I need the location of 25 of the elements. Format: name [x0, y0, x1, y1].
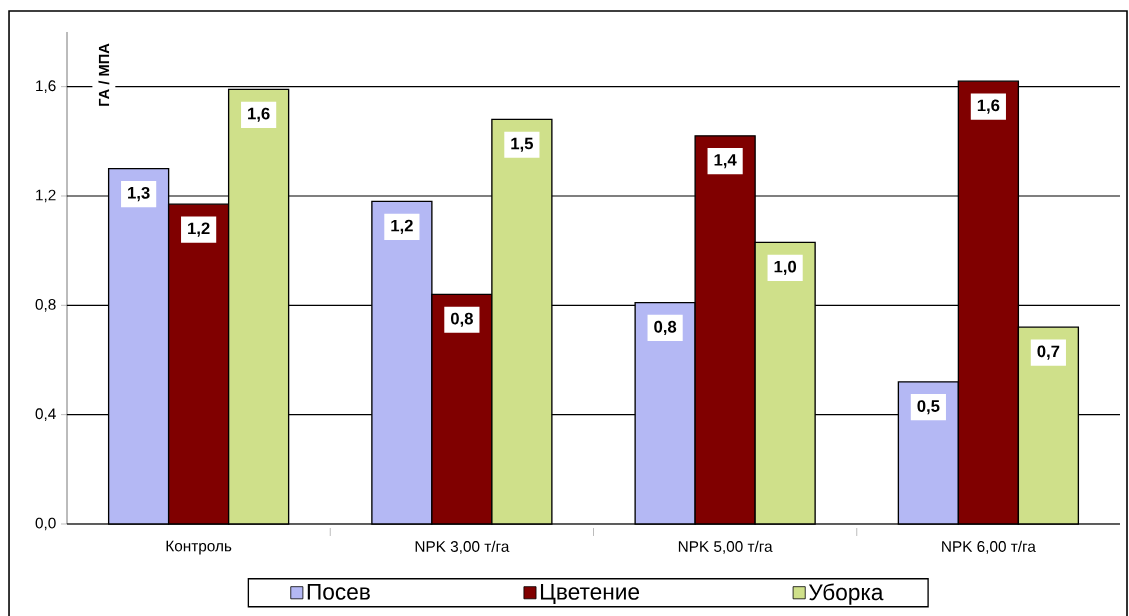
data-label: 1,4	[714, 154, 737, 169]
x-tick-label: Контроль	[166, 540, 232, 555]
y-tick-label: 1,2	[36, 189, 56, 203]
data-label: 1,5	[511, 137, 533, 152]
x-tick-label: NPK 5,00 т/га	[678, 540, 773, 554]
data-label: 0,8	[654, 320, 677, 336]
data-label: 1,6	[977, 99, 1000, 114]
data-label: 1,2	[391, 219, 413, 234]
x-tick-label: NPK 3,00 т/га	[415, 540, 510, 554]
data-label: 0,7	[1037, 345, 1060, 360]
y-axis-title: ГА / МПА	[98, 43, 110, 106]
legend-label: Уборка	[808, 583, 884, 605]
y-tick-label: 1,6	[36, 80, 56, 93]
data-label: 1,6	[248, 107, 270, 122]
data-label: 0,8	[450, 312, 473, 327]
x-tick-label: NPK 6,00 т/га	[942, 540, 1036, 554]
data-label: 0,5	[917, 400, 940, 415]
data-label: 1,3	[128, 186, 150, 202]
data-label: 1,2	[188, 222, 210, 237]
data-label: 1,0	[774, 260, 797, 275]
y-tick-label: 0,8	[35, 298, 56, 312]
y-tick-label: 0,4	[35, 408, 56, 421]
y-tick-label: 0,0	[35, 517, 56, 531]
legend-label: Цветение	[540, 583, 640, 605]
legend-label: Посев	[307, 583, 370, 600]
